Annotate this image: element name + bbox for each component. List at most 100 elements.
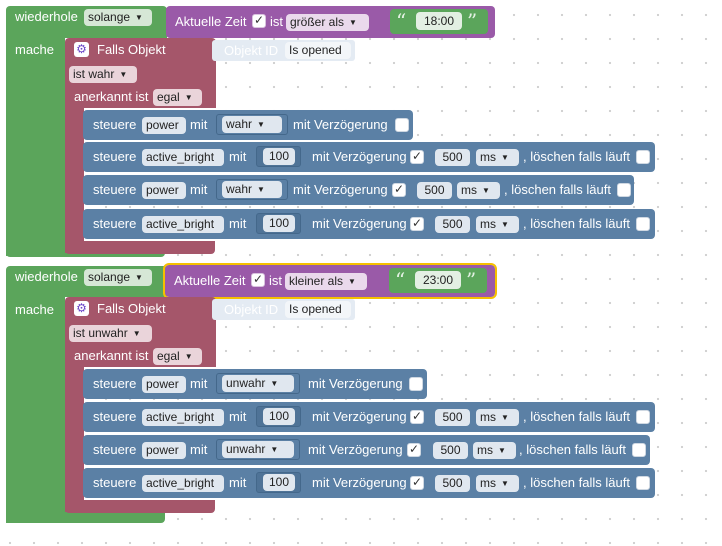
unit-dropdown[interactable]: ms ▼ (476, 475, 519, 492)
dropdown-arrow-icon: ▼ (501, 220, 509, 229)
quote-icon: ” (466, 268, 477, 292)
dropdown-arrow-icon: ▼ (349, 18, 357, 27)
gear-icon[interactable]: ⚙ (74, 301, 89, 316)
delay-value-field[interactable]: 500 (435, 409, 470, 426)
bool-value-block[interactable]: wahr ▼ (216, 179, 288, 200)
delay-checkbox[interactable] (409, 377, 423, 391)
action-block[interactable]: steuere power mit unwahr ▼ mit Verzögerun… (83, 435, 650, 465)
ack-dropdown[interactable]: egal ▼ (153, 348, 202, 365)
delay-checkbox[interactable]: ✓ (407, 442, 421, 457)
action-block[interactable]: steuere active_bright mit 100 mit Verzög… (83, 209, 655, 239)
delay-checkbox[interactable]: ✓ (410, 149, 424, 164)
target-dropdown[interactable]: power (142, 182, 186, 199)
clear-checkbox[interactable] (636, 150, 650, 164)
clear-label: , löschen falls läuft (523, 149, 630, 164)
target-dropdown[interactable]: active_bright (142, 475, 224, 492)
delay-value-field[interactable]: 500 (435, 475, 470, 492)
unit-dropdown[interactable]: ms ▼ (457, 182, 500, 199)
dropdown-arrow-icon: ▼ (184, 93, 193, 102)
bool-value: wahr (226, 117, 253, 131)
clear-label: , löschen falls läuft (504, 182, 611, 197)
time-value-field[interactable]: 18:00 (416, 12, 462, 30)
loop-mode-dropdown[interactable]: solange ▼ (84, 9, 152, 26)
delay-label: mit Verzögerung (308, 376, 403, 391)
target-dropdown[interactable]: active_bright (142, 409, 224, 426)
target-dropdown[interactable]: power (142, 442, 186, 459)
delay-value-field[interactable]: 500 (435, 216, 470, 233)
trigger-bottom-bar (65, 500, 215, 513)
delay-checkbox[interactable]: ✓ (410, 409, 424, 424)
delay-value-field[interactable]: 500 (435, 149, 470, 166)
number-value-block[interactable]: 100 (256, 472, 301, 493)
number-value[interactable]: 100 (263, 148, 295, 165)
clear-checkbox[interactable] (636, 410, 650, 424)
condition-dropdown[interactable]: ist unwahr ▼ (69, 325, 152, 342)
comparison-dropdown[interactable]: kleiner als ▼ (285, 273, 367, 290)
clear-checkbox[interactable] (636, 476, 650, 490)
action-block[interactable]: steuere power mit wahr ▼ mit Verzögerung (83, 110, 413, 140)
delay-checkbox[interactable] (395, 118, 409, 132)
number-value[interactable]: 100 (263, 474, 295, 491)
time-condition-block-2[interactable]: Aktuelle Zeit ✓ ist kleiner als ▼ “ 23:00 ” (163, 263, 497, 299)
delay-checkbox[interactable]: ✓ (410, 216, 424, 231)
unit-dropdown[interactable]: ms ▼ (473, 442, 516, 459)
target-dropdown[interactable]: active_bright (142, 216, 224, 233)
time-checkbox[interactable]: ✓ (251, 272, 265, 287)
bool-value-block[interactable]: unwahr ▼ (216, 373, 300, 394)
time-text-block[interactable]: “ 23:00 ” (389, 268, 487, 293)
bool-value-block[interactable]: unwahr ▼ (216, 439, 300, 460)
comparison-dropdown[interactable]: größer als ▼ (286, 14, 369, 31)
clear-checkbox[interactable] (636, 217, 650, 231)
delay-checkbox[interactable]: ✓ (410, 475, 424, 490)
object-id-value[interactable]: Is opened (285, 42, 351, 59)
dropdown-arrow-icon: ▼ (184, 352, 193, 361)
loop-bottom-bar (6, 510, 165, 523)
clear-checkbox[interactable] (617, 183, 631, 197)
unit-dropdown[interactable]: ms ▼ (476, 409, 519, 426)
checkmark-icon: ✓ (412, 216, 423, 230)
action-block[interactable]: steuere power mit unwahr ▼ mit Verzögerun… (83, 369, 427, 399)
number-value-block[interactable]: 100 (256, 213, 301, 234)
action-block[interactable]: steuere active_bright mit 100 mit Verzög… (83, 468, 655, 498)
unit-dropdown[interactable]: ms ▼ (476, 216, 519, 233)
checkmark-icon: ✓ (394, 182, 405, 196)
checkmark-icon: ✓ (412, 149, 423, 163)
loop-label: wiederhole (15, 269, 78, 284)
time-checkbox[interactable]: ✓ (252, 13, 266, 28)
time-condition-block-1[interactable]: Aktuelle Zeit ✓ ist größer als ▼ “ 18:00 ” (166, 6, 495, 38)
checkmark-icon: ✓ (412, 475, 423, 489)
steuere-label: steuere (93, 117, 137, 132)
bool-value-block[interactable]: wahr ▼ (216, 114, 288, 135)
object-id-block-2[interactable]: Objekt ID Is opened (212, 299, 355, 320)
time-value-field[interactable]: 23:00 (415, 271, 461, 289)
number-value[interactable]: 100 (263, 408, 295, 425)
ack-dropdown[interactable]: egal ▼ (153, 89, 202, 106)
unit-dropdown[interactable]: ms ▼ (476, 149, 519, 166)
clear-label: , löschen falls läuft (523, 409, 630, 424)
action-block[interactable]: steuere power mit wahr ▼ mit Verzögerung … (83, 175, 634, 205)
number-value-block[interactable]: 100 (256, 406, 301, 427)
steuere-label: steuere (93, 442, 137, 457)
delay-checkbox[interactable]: ✓ (392, 182, 406, 197)
delay-value-field[interactable]: 500 (433, 442, 468, 459)
condition-dropdown[interactable]: ist wahr ▼ (69, 66, 137, 83)
delay-value-field[interactable]: 500 (417, 182, 452, 199)
mit-label: mit (190, 376, 208, 391)
object-id-block-1[interactable]: Objekt ID Is opened (212, 40, 355, 61)
action-block[interactable]: steuere active_bright mit 100 mit Verzög… (83, 402, 655, 432)
gear-icon[interactable]: ⚙ (74, 42, 89, 57)
time-label: Aktuelle Zeit (175, 14, 247, 29)
time-text-block[interactable]: “ 18:00 ” (390, 9, 488, 34)
dropdown-arrow-icon: ▼ (501, 153, 509, 162)
object-id-value[interactable]: Is opened (285, 301, 351, 318)
ist-label: ist (269, 273, 282, 288)
target-dropdown[interactable]: power (142, 117, 186, 134)
clear-checkbox[interactable] (632, 443, 646, 457)
target-dropdown[interactable]: active_bright (142, 149, 224, 166)
action-block[interactable]: steuere active_bright mit 100 mit Verzög… (83, 142, 655, 172)
loop-mode-dropdown[interactable]: solange ▼ (84, 269, 152, 286)
number-value[interactable]: 100 (263, 215, 295, 232)
target-dropdown[interactable]: power (142, 376, 186, 393)
delay-label: mit Verzögerung (312, 409, 407, 424)
number-value-block[interactable]: 100 (256, 146, 301, 167)
